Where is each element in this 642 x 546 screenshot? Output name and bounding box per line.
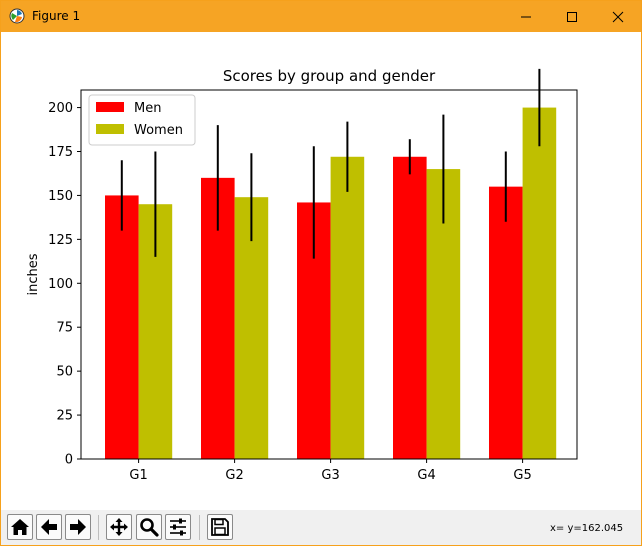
y-tick-label: 75: [56, 321, 73, 336]
configure-subplots-button[interactable]: [165, 514, 191, 540]
bar-women-g5: [522, 107, 557, 460]
y-tick-label: 25: [56, 409, 73, 424]
pan-button[interactable]: [106, 514, 132, 540]
toolbar-separator: [98, 515, 99, 540]
y-tick-label: 0: [65, 453, 73, 468]
y-tick-label: 175: [48, 145, 73, 160]
x-tick-label: G4: [417, 468, 435, 483]
forward-button[interactable]: [65, 514, 91, 540]
sliders-icon: [170, 518, 186, 536]
x-tick-label: G2: [225, 468, 243, 483]
close-icon: [612, 11, 624, 23]
zoom-button[interactable]: [136, 514, 162, 540]
bar-men-g4: [393, 156, 427, 459]
figure-canvas[interactable]: 0 25 50 75 100 125 150 175 200 G1 G2 G3 G4 G5 Scores b…: [1, 32, 641, 510]
home-button[interactable]: [7, 514, 33, 540]
magnifier-icon: [140, 518, 159, 537]
minimize-icon: [521, 16, 531, 18]
x-tick-label: G3: [321, 468, 339, 483]
legend-swatch-women: [96, 124, 124, 134]
y-tick-label: 100: [48, 277, 73, 292]
move-icon: [110, 518, 128, 536]
window-title: Figure 1: [32, 9, 81, 23]
arrow-left-icon: [41, 519, 57, 535]
home-icon: [11, 519, 29, 535]
legend-label-men: Men: [134, 101, 161, 116]
y-tick-label: 125: [48, 233, 73, 248]
y-tick-label: 50: [56, 365, 73, 380]
bar-men-g5: [489, 186, 523, 459]
x-tick-label: G5: [513, 468, 531, 483]
navigation-toolbar: x= y=162.045: [1, 510, 641, 545]
bar-women-g3: [330, 156, 365, 459]
cursor-coordinates: x= y=162.045: [550, 523, 624, 534]
y-tick-label: 150: [48, 189, 73, 204]
save-button[interactable]: [207, 514, 233, 540]
bar-men-g1: [105, 195, 139, 459]
back-button[interactable]: [36, 514, 62, 540]
y-axis-label: inches: [26, 253, 41, 295]
matplotlib-logo-icon: [9, 8, 25, 24]
arrow-right-icon: [70, 519, 86, 535]
legend-swatch-men: [96, 102, 124, 112]
legend: Men Women: [88, 94, 196, 146]
axes-frame: [80, 89, 578, 460]
maximize-icon: [567, 12, 577, 22]
bar-chart: 0 25 50 75 100 125 150 175 200 G1 G2 G3 G4 G5 Scores b…: [26, 67, 578, 483]
minimize-button[interactable]: [503, 1, 549, 32]
toolbar-separator: [199, 515, 200, 540]
y-tick-label: 200: [48, 101, 73, 116]
x-tick-label: G1: [129, 468, 147, 483]
title-bar[interactable]: Figure 1: [1, 1, 641, 32]
maximize-button[interactable]: [549, 1, 595, 32]
legend-label-women: Women: [134, 123, 183, 138]
close-button[interactable]: [595, 1, 641, 32]
chart-title: Scores by group and gender: [223, 67, 436, 85]
floppy-disk-icon: [211, 518, 229, 536]
